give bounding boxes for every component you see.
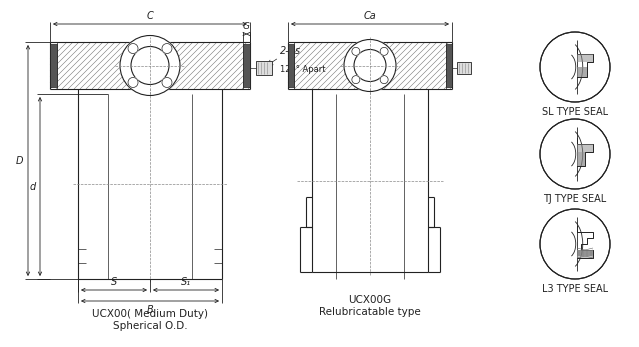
Circle shape	[120, 35, 180, 95]
Bar	[50, 44, 57, 87]
Bar	[577, 250, 593, 258]
Bar	[457, 61, 471, 74]
Text: B: B	[146, 305, 153, 315]
Text: D: D	[15, 155, 23, 166]
Text: G: G	[243, 22, 250, 31]
Text: UCX00( Medium Duty)
Spherical O.D.: UCX00( Medium Duty) Spherical O.D.	[92, 309, 208, 331]
Circle shape	[162, 43, 172, 53]
Bar	[577, 67, 587, 77]
Circle shape	[540, 32, 610, 102]
Text: Ca: Ca	[364, 11, 376, 21]
Circle shape	[162, 77, 172, 87]
Circle shape	[128, 43, 138, 53]
Text: TJ TYPE SEAL: TJ TYPE SEAL	[543, 194, 606, 204]
Text: 120° Apart: 120° Apart	[280, 65, 325, 74]
Text: S: S	[111, 277, 117, 287]
Text: S₁: S₁	[181, 277, 191, 287]
Circle shape	[380, 76, 388, 84]
Circle shape	[352, 76, 360, 84]
Circle shape	[344, 40, 396, 92]
Text: SL TYPE SEAL: SL TYPE SEAL	[542, 107, 608, 117]
Bar	[577, 144, 593, 152]
Bar	[243, 44, 250, 87]
Text: C: C	[146, 11, 153, 21]
Circle shape	[540, 119, 610, 189]
Circle shape	[128, 77, 138, 87]
Text: L3 TYPE SEAL: L3 TYPE SEAL	[542, 284, 608, 294]
Bar	[446, 44, 452, 87]
Text: 2-ds: 2-ds	[280, 45, 301, 56]
Bar	[577, 54, 593, 62]
Circle shape	[540, 209, 610, 279]
Circle shape	[352, 47, 360, 56]
Bar	[577, 152, 585, 166]
Bar	[256, 60, 272, 75]
Circle shape	[380, 47, 388, 56]
Bar	[288, 44, 294, 87]
Text: d: d	[30, 181, 36, 192]
Text: UCX00G
Relubricatable type: UCX00G Relubricatable type	[319, 295, 421, 316]
